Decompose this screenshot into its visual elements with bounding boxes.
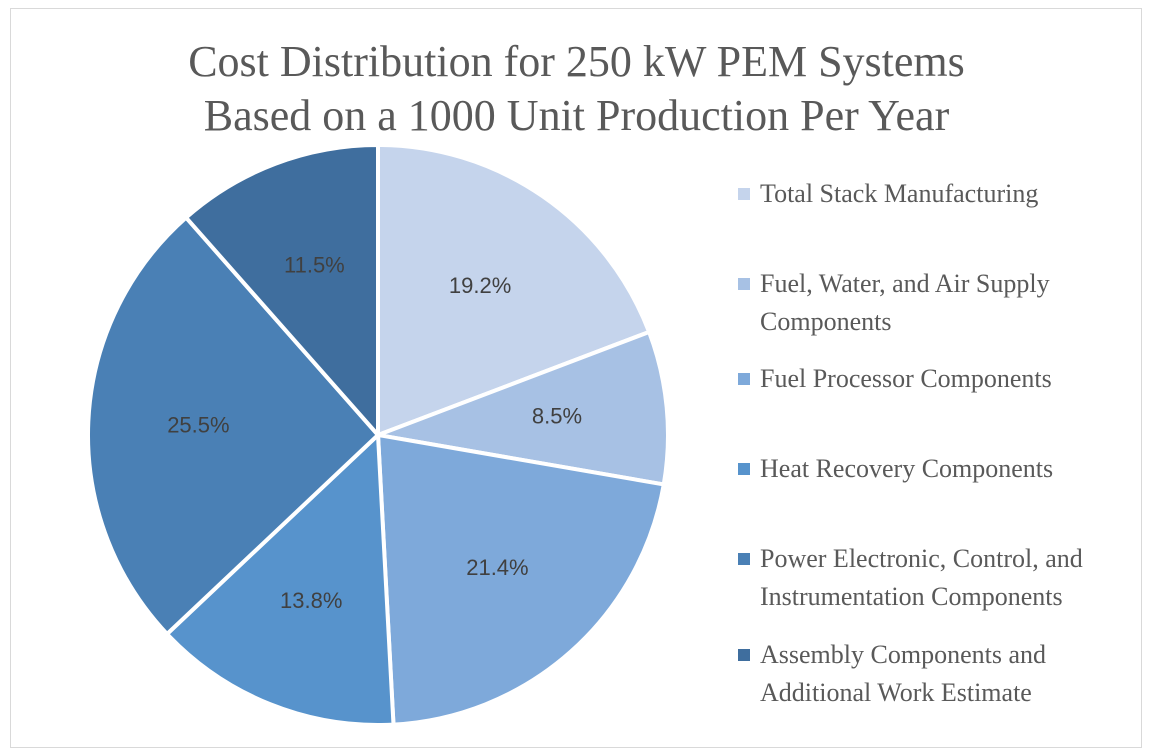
pie-slice — [86, 214, 381, 637]
legend-label: Total Stack Manufacturing — [760, 179, 1039, 208]
pie-slice — [376, 142, 652, 438]
legend-swatch — [738, 553, 750, 565]
legend-item: Heat Recovery Components — [738, 450, 1138, 488]
chart-title: Cost Distribution for 250 kW PEM Systems — [188, 37, 965, 86]
legend-label: Fuel, Water, and Air Supply Components — [760, 269, 1050, 336]
legend-label: Fuel Processor Components — [760, 364, 1052, 393]
legend-item: Assembly Components and Additional Work … — [738, 636, 1138, 712]
pie-slice — [375, 432, 667, 727]
legend-swatch — [738, 649, 750, 661]
legend-swatch — [738, 278, 750, 290]
legend-item: Power Electronic, Control, and Instrumen… — [738, 540, 1138, 616]
data-label: 13.8% — [280, 588, 342, 613]
chart-title: Based on a 1000 Unit Production Per Year — [203, 91, 950, 140]
legend-item: Fuel Processor Components — [738, 360, 1138, 398]
legend-label: Power Electronic, Control, and Instrumen… — [760, 544, 1083, 611]
legend-label: Assembly Components and Additional Work … — [760, 640, 1046, 707]
legend-item: Total Stack Manufacturing — [738, 175, 1138, 213]
pie-slice — [164, 430, 396, 727]
legend-swatch — [738, 373, 750, 385]
legend-item: Fuel, Water, and Air Supply Components — [738, 265, 1138, 341]
data-label: 8.5% — [532, 404, 582, 429]
data-label: 11.5% — [284, 253, 345, 278]
legend-swatch — [738, 463, 750, 475]
legend-swatch — [738, 188, 750, 200]
data-label: 19.2% — [449, 273, 511, 298]
pie-slice — [183, 142, 380, 441]
data-label: 21.4% — [466, 555, 528, 580]
data-label: 25.5% — [167, 413, 229, 438]
legend-label: Heat Recovery Components — [760, 454, 1054, 483]
